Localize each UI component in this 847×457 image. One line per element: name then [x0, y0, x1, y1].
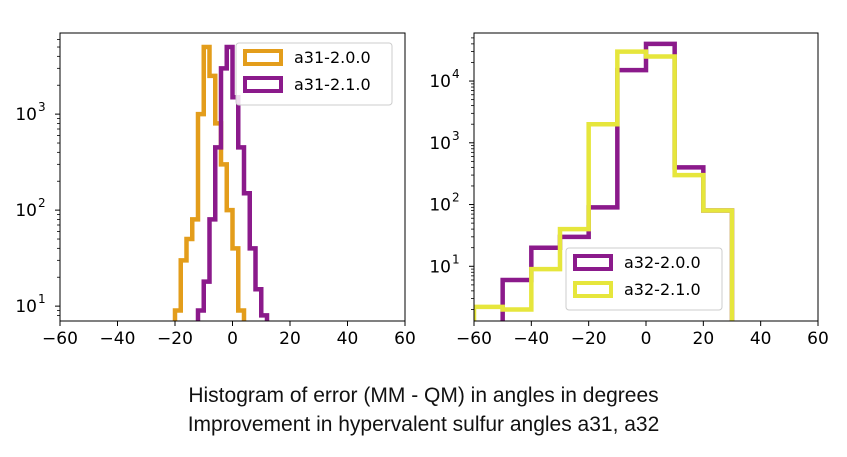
left-legend-label-1: a31-2.1.0 [294, 75, 371, 94]
left-y-tick-label: 10 [15, 105, 37, 125]
left-y-tick-exponent: 3 [38, 100, 46, 114]
right-y-tick-label: 10 [429, 257, 451, 277]
right-x-tick-label: −60 [456, 329, 492, 349]
left-legend-swatch-0 [243, 49, 283, 66]
left-y-tick-label: 10 [15, 201, 37, 221]
left-y-tick-exponent: 2 [38, 196, 46, 210]
left-x-tick-label: 0 [227, 329, 238, 349]
right-y-tick-exponent: 1 [452, 252, 460, 266]
left-legend: a31-2.0.0 a31-2.1.0 [235, 42, 393, 106]
right-legend-swatch-1 [573, 281, 613, 298]
right-x-tick-label: −40 [513, 329, 549, 349]
right-legend-swatch-0 [573, 254, 613, 271]
left-series-1-histogram-outline [195, 44, 270, 321]
left-y-tick-label: 10 [15, 297, 37, 317]
right-y-tick-label: 10 [429, 196, 451, 216]
left-x-tick-label: 20 [279, 329, 301, 349]
caption-line-2: Improvement in hypervalent sulfur angles… [187, 413, 660, 436]
right-x-tick-label: 60 [807, 329, 829, 349]
left-x-tick-label: −60 [42, 329, 78, 349]
right-x-tick-label: −20 [571, 329, 607, 349]
left-y-tick-exponent: 1 [38, 292, 46, 306]
right-legend: a32-2.0.0 a32-2.1.0 [565, 247, 723, 311]
right-y-tick-label: 10 [429, 134, 451, 154]
right-x-tick-label: 0 [641, 329, 652, 349]
left-x-tick-label: 40 [337, 329, 359, 349]
right-legend-label-0: a32-2.0.0 [624, 253, 701, 272]
right-legend-label-1: a32-2.1.0 [624, 280, 701, 299]
left-legend-label-0: a31-2.0.0 [294, 48, 371, 67]
left-series-0-histogram-outline [172, 44, 247, 321]
caption-line-1: Histogram of error (MM - QM) in angles i… [188, 384, 659, 407]
left-legend-swatch-1 [243, 76, 283, 93]
right-y-tick-exponent: 4 [452, 67, 460, 81]
left-x-tick-label: 60 [394, 329, 416, 349]
right-y-tick-label: 10 [429, 72, 451, 92]
right-y-tick-exponent: 3 [452, 129, 460, 143]
left-x-tick-label: −40 [100, 329, 136, 349]
right-y-tick-exponent: 2 [452, 191, 460, 205]
right-x-tick-label: 20 [693, 329, 715, 349]
right-series-1-histogram-outline [474, 49, 735, 321]
right-x-tick-label: 40 [750, 329, 772, 349]
left-x-tick-label: −20 [157, 329, 193, 349]
